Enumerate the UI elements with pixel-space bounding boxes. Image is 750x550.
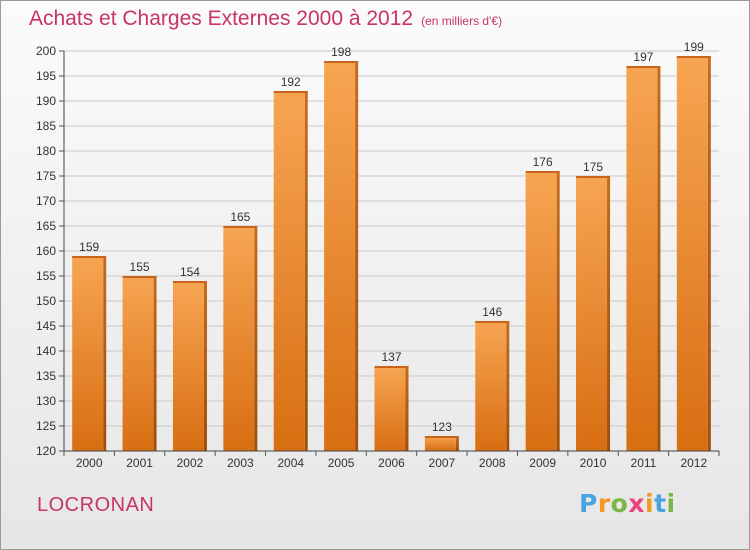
value-label: 165: [230, 210, 250, 224]
value-label: 154: [180, 265, 200, 279]
bar-shade: [203, 281, 207, 451]
bar-shade: [556, 171, 560, 451]
bar-shade: [153, 276, 157, 451]
bar-shade: [254, 226, 258, 451]
bar-top-edge: [475, 321, 510, 323]
logo-letter: P: [579, 489, 598, 518]
x-tick-label: 2007: [429, 456, 456, 470]
bar: [324, 61, 356, 451]
y-tick-label: 195: [36, 69, 56, 83]
bar: [676, 56, 708, 451]
x-tick-label: 2000: [76, 456, 103, 470]
x-tick-label: 2008: [479, 456, 506, 470]
chart-title-text: Achats et Charges Externes 2000 à 2012: [29, 7, 414, 30]
bar-top-edge: [676, 56, 711, 58]
x-tick-label: 2011: [631, 456, 657, 470]
bar-shade: [455, 436, 459, 451]
y-tick-label: 135: [36, 369, 56, 383]
logo-letter: i: [645, 489, 655, 518]
y-tick-label: 165: [36, 219, 56, 233]
y-tick-label: 145: [36, 319, 56, 333]
y-tick-label: 200: [36, 44, 56, 58]
bar-top-edge: [626, 66, 661, 68]
y-tick-label: 180: [36, 144, 56, 158]
bar: [374, 366, 406, 451]
value-label: 198: [331, 45, 351, 59]
bar-shade: [707, 56, 711, 451]
y-tick-label: 190: [36, 94, 56, 108]
logo-letter: i: [666, 489, 676, 518]
bar: [122, 276, 154, 451]
bar-top-edge: [576, 176, 611, 178]
bar-top-edge: [72, 256, 107, 258]
bar-top-edge: [172, 281, 207, 283]
y-tick-label: 125: [36, 419, 56, 433]
x-tick-label: 2012: [680, 456, 707, 470]
bar: [576, 176, 608, 451]
x-tick-label: 2003: [227, 456, 254, 470]
value-label: 192: [281, 75, 301, 89]
bar-shade: [657, 66, 661, 451]
bar-shade: [103, 256, 107, 451]
bar: [626, 66, 658, 451]
bar-top-edge: [374, 366, 409, 368]
location-label: LOCRONAN: [37, 494, 155, 516]
x-tick-label: 2010: [580, 456, 607, 470]
y-tick-label: 155: [36, 269, 56, 283]
bar: [475, 321, 507, 451]
logo-letter: o: [610, 489, 629, 518]
value-label: 123: [432, 420, 452, 434]
bar-top-edge: [122, 276, 157, 278]
y-tick-label: 175: [36, 169, 56, 183]
bar-top-edge: [324, 61, 359, 63]
y-tick-label: 150: [36, 294, 56, 308]
x-tick-label: 2006: [378, 456, 405, 470]
bar-top-edge: [273, 91, 308, 93]
bar: [525, 171, 557, 451]
bar: [72, 256, 104, 451]
bar-shade: [304, 91, 308, 451]
axes: 120 125 130 135 140 145 150 155 160 165 170 175 180 1…: [36, 44, 720, 470]
logo-letter: r: [597, 489, 611, 518]
y-tick-label: 160: [36, 244, 56, 258]
y-tick-label: 170: [36, 194, 56, 208]
bar-shade: [607, 176, 611, 451]
bar-shade: [405, 366, 409, 451]
logo-letter: t: [654, 489, 667, 518]
proxiti-logo: Proxiti: [579, 489, 676, 518]
x-tick-label: 2005: [328, 456, 355, 470]
y-tick-label: 130: [36, 394, 56, 408]
bar: [424, 436, 456, 451]
value-label: 146: [482, 305, 502, 319]
x-tick-label: 2001: [126, 456, 153, 470]
value-label: 199: [684, 40, 704, 54]
value-label: 137: [381, 350, 401, 364]
value-label: 175: [583, 160, 603, 174]
bar-top-edge: [525, 171, 560, 173]
bar: [172, 281, 204, 451]
bar-top-edge: [424, 436, 459, 438]
chart-title: Achats et Charges Externes 2000 à 2012 (e…: [29, 7, 502, 31]
bar-shade: [355, 61, 359, 451]
bar-shade: [506, 321, 510, 451]
bars: 159 155 154 165 192 198 137 123 146 176 175 197 199: [72, 40, 711, 451]
value-label: 176: [533, 155, 553, 169]
bar: [223, 226, 255, 451]
x-tick-label: 2004: [277, 456, 304, 470]
chart-subtitle: (en milliers d'€): [421, 14, 503, 28]
y-tick-label: 185: [36, 119, 56, 133]
bar-top-edge: [223, 226, 258, 228]
x-tick-label: 2009: [529, 456, 556, 470]
x-tick-label: 2002: [177, 456, 204, 470]
value-label: 197: [633, 50, 653, 64]
value-label: 159: [79, 240, 99, 254]
value-label: 155: [130, 260, 150, 274]
bar: [273, 91, 305, 451]
y-tick-label: 120: [36, 444, 56, 458]
logo-letter: x: [628, 489, 645, 518]
y-tick-label: 140: [36, 344, 56, 358]
